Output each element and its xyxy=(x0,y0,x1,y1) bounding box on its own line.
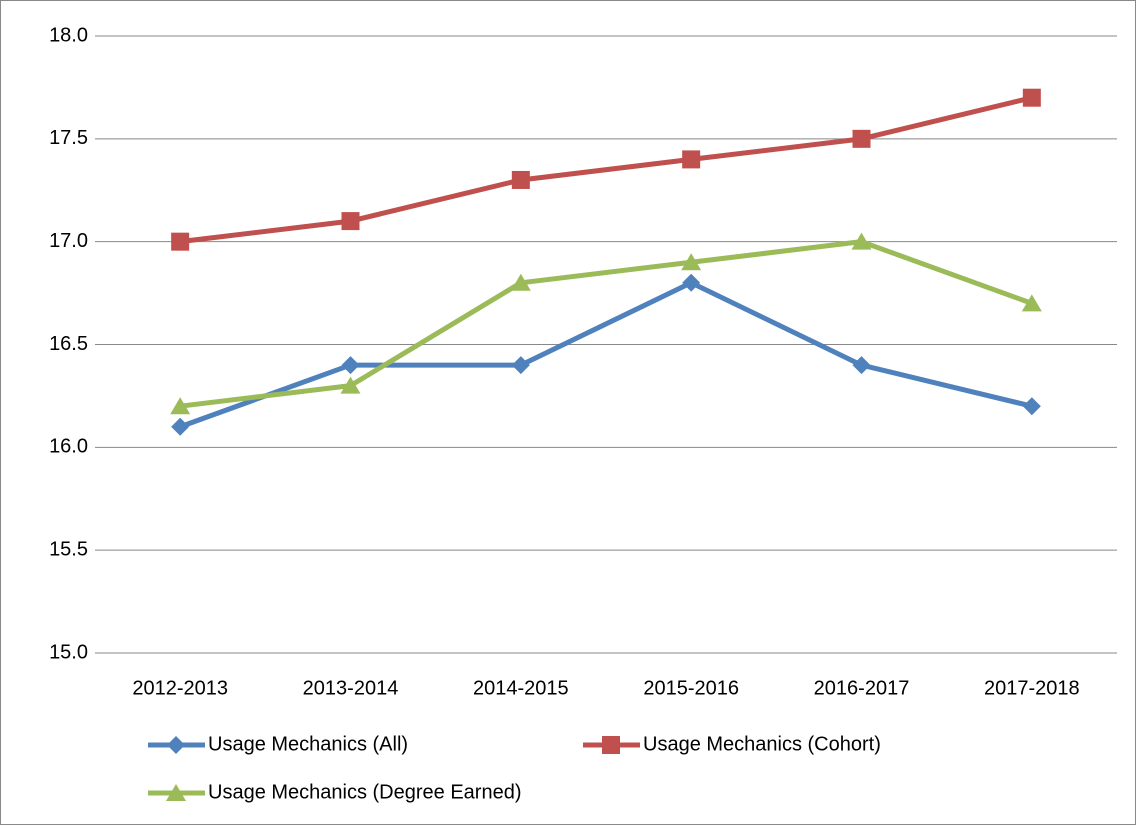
series-marker xyxy=(852,356,871,375)
series-line xyxy=(179,280,1033,430)
series-marker xyxy=(341,212,360,231)
legend-label: Usage Mechanics (Cohort) xyxy=(643,733,881,755)
series-marker xyxy=(1021,294,1042,312)
series-marker xyxy=(851,232,872,250)
series-marker xyxy=(682,150,701,169)
y-tick-label: 16.0 xyxy=(49,436,88,458)
series-marker xyxy=(341,356,360,375)
series-line xyxy=(179,239,1033,409)
series-marker xyxy=(682,273,701,292)
x-tick-label: 2014-2015 xyxy=(473,677,569,699)
series-marker xyxy=(681,253,702,271)
series-marker xyxy=(511,356,530,375)
legend-label: Usage Mechanics (All) xyxy=(208,733,408,755)
series-marker xyxy=(171,417,190,436)
series-marker xyxy=(510,273,531,291)
y-tick-label: 15.0 xyxy=(49,641,88,663)
series-marker xyxy=(340,376,361,394)
x-tick-label: 2017-2018 xyxy=(984,677,1080,699)
x-tick-label: 2015-2016 xyxy=(643,677,739,699)
x-tick-label: 2012-2013 xyxy=(132,677,228,699)
series-marker xyxy=(170,397,191,415)
series-line xyxy=(179,95,1033,245)
y-tick-label: 17.0 xyxy=(49,230,88,252)
series-marker xyxy=(1022,397,1041,416)
series-marker xyxy=(852,129,871,148)
y-tick-label: 18.0 xyxy=(49,24,88,46)
legend-marker xyxy=(166,784,186,801)
series-marker xyxy=(171,232,190,251)
legend-marker xyxy=(167,736,185,754)
x-tick-label: 2013-2014 xyxy=(303,677,399,699)
legend-label: Usage Mechanics (Degree Earned) xyxy=(208,781,522,803)
y-tick-label: 15.5 xyxy=(49,538,88,560)
y-tick-label: 16.5 xyxy=(49,333,88,355)
legend-marker xyxy=(602,736,620,754)
y-tick-label: 17.5 xyxy=(49,127,88,149)
series-marker xyxy=(1022,88,1041,107)
series-marker xyxy=(511,170,530,189)
x-tick-label: 2016-2017 xyxy=(814,677,910,699)
